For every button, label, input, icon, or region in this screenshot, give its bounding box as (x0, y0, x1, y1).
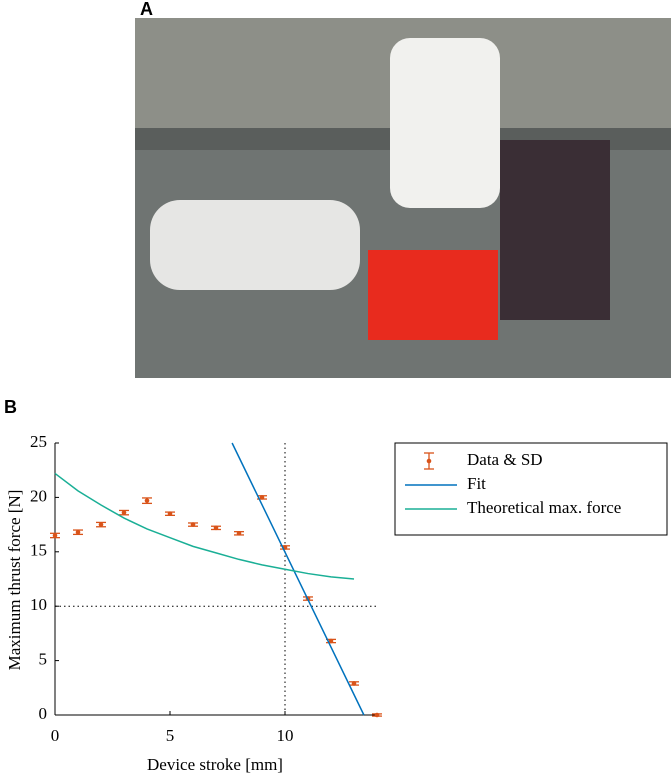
legend-symbol (426, 458, 432, 464)
line (231, 442, 365, 716)
data-point (328, 638, 334, 644)
data-point (75, 529, 81, 535)
y-tick-label: 15 (30, 541, 47, 560)
data-point (374, 712, 380, 718)
data-point (52, 533, 58, 538)
x-tick-label: 0 (51, 726, 60, 745)
y-tick-label: 10 (30, 595, 47, 614)
photo (135, 18, 671, 378)
legend-box (394, 442, 668, 536)
y-tick-label: 5 (39, 650, 48, 669)
x-axis-label: Device stroke [mm] (147, 755, 283, 774)
y-axis-label: Maximum thrust force [N] (5, 490, 24, 671)
legend-label: Data & SD (467, 450, 543, 469)
data-point (121, 510, 127, 515)
legend-label: Theoretical max. force (467, 498, 621, 517)
data-point (98, 522, 104, 527)
photo-red-base (368, 250, 498, 340)
data-point (213, 525, 219, 531)
y-tick-label: 25 (30, 432, 47, 451)
data-point (236, 531, 242, 536)
x-tick-label: 10 (277, 726, 294, 745)
y-tick-label: 0 (39, 704, 48, 723)
data-point (167, 511, 173, 517)
y-tick-label: 20 (30, 486, 47, 505)
photo-gauge (150, 200, 360, 290)
data-point (351, 681, 357, 686)
panel-label: A (140, 0, 153, 19)
panel-label: B (4, 397, 17, 417)
photo-stage (500, 140, 610, 320)
x-tick-label: 5 (166, 726, 175, 745)
data-point (144, 498, 150, 503)
line (54, 472, 355, 580)
legend-label: Fit (467, 474, 486, 493)
data-point (190, 522, 196, 527)
photo-device (390, 38, 500, 208)
data-point (259, 495, 265, 500)
